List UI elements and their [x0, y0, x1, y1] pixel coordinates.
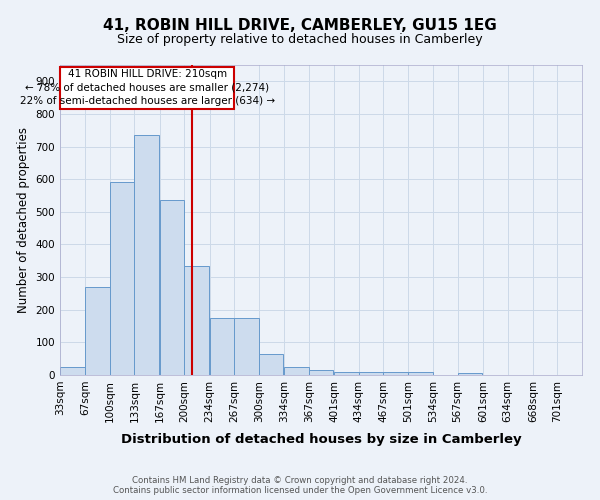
Text: 22% of semi-detached houses are larger (634) →: 22% of semi-detached houses are larger (…: [20, 96, 275, 106]
Bar: [85, 287, 110, 375]
Text: 41 ROBIN HILL DRIVE: 210sqm: 41 ROBIN HILL DRIVE: 210sqm: [68, 69, 227, 79]
X-axis label: Distribution of detached houses by size in Camberley: Distribution of detached houses by size …: [121, 433, 521, 446]
Bar: [160, 200, 184, 375]
Y-axis label: Number of detached properties: Number of detached properties: [17, 127, 30, 313]
Bar: [110, 182, 134, 375]
Bar: [234, 318, 259, 375]
Bar: [259, 354, 283, 375]
Bar: [309, 370, 333, 375]
Bar: [359, 372, 383, 375]
Bar: [409, 372, 433, 375]
Bar: [334, 372, 359, 375]
Bar: [60, 367, 85, 375]
Text: Size of property relative to detached houses in Camberley: Size of property relative to detached ho…: [117, 32, 483, 46]
Bar: [284, 367, 309, 375]
FancyBboxPatch shape: [60, 66, 234, 109]
Bar: [184, 266, 209, 375]
Bar: [458, 372, 482, 375]
Text: Contains HM Land Registry data © Crown copyright and database right 2024.
Contai: Contains HM Land Registry data © Crown c…: [113, 476, 487, 495]
Bar: [383, 372, 408, 375]
Bar: [209, 318, 234, 375]
Text: 41, ROBIN HILL DRIVE, CAMBERLEY, GU15 1EG: 41, ROBIN HILL DRIVE, CAMBERLEY, GU15 1E…: [103, 18, 497, 32]
Text: ← 78% of detached houses are smaller (2,274): ← 78% of detached houses are smaller (2,…: [25, 82, 269, 92]
Bar: [134, 135, 159, 375]
